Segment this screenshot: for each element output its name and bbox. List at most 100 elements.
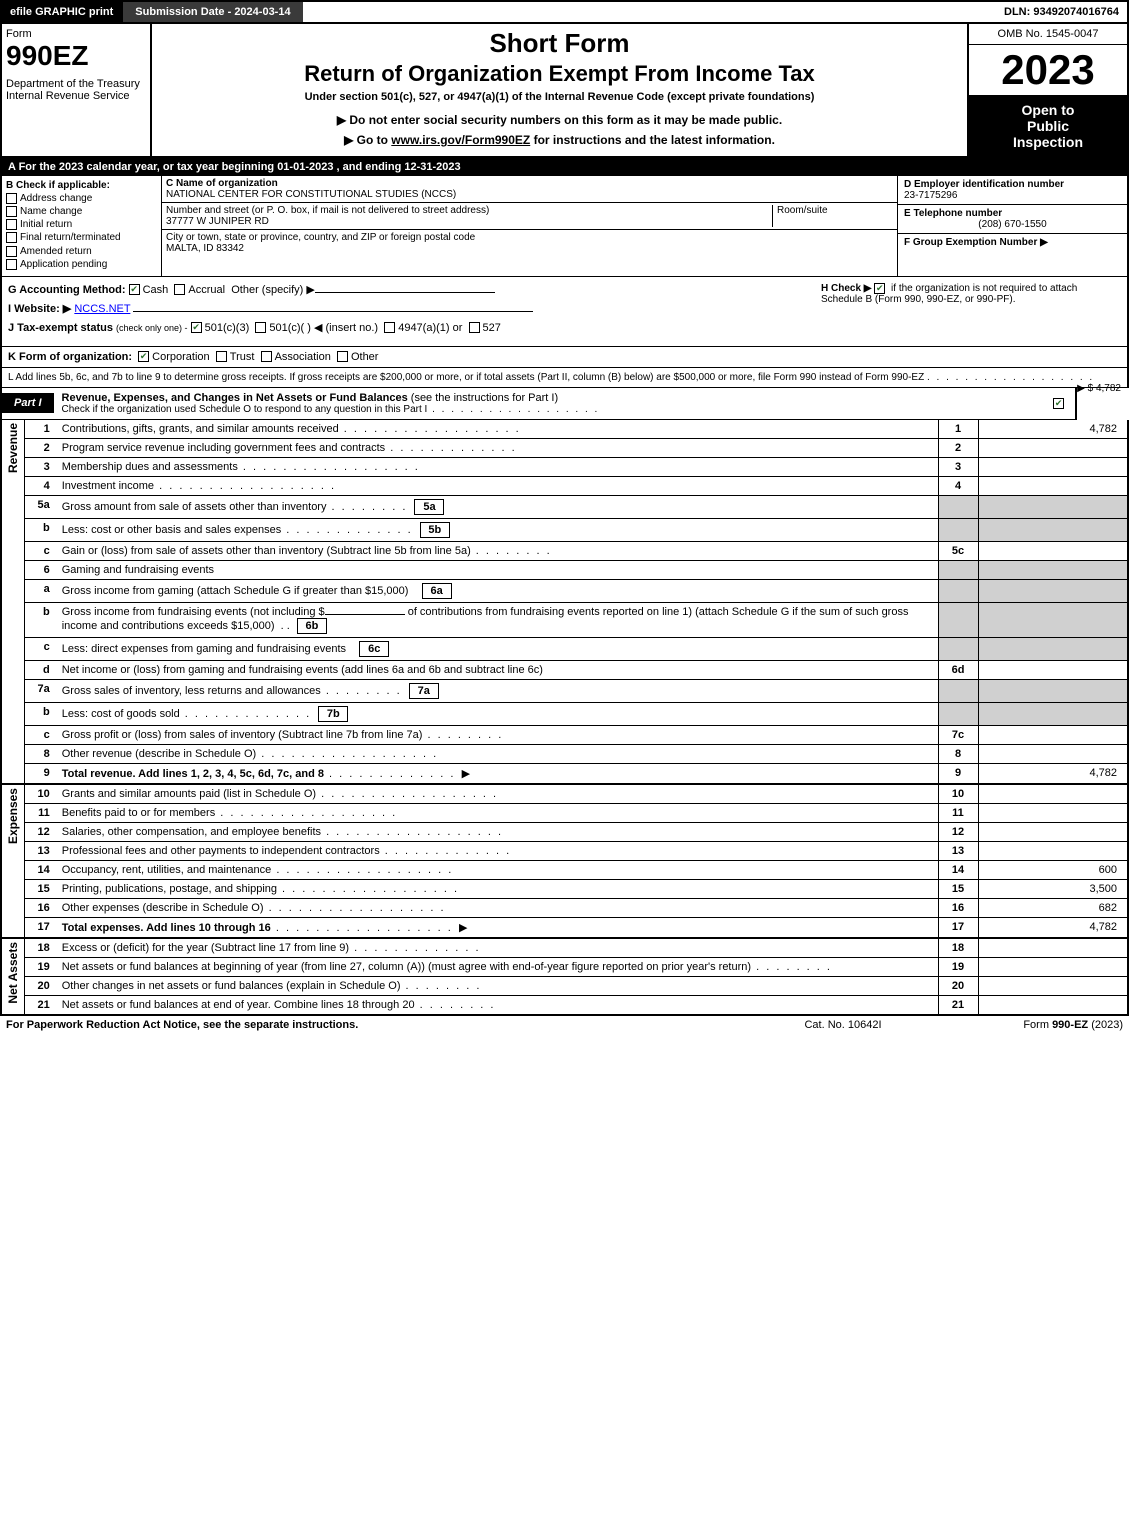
line-desc: Less: cost of goods sold 7b xyxy=(58,702,938,725)
line-val: 4,782 xyxy=(978,420,1128,439)
ein-value: 23-7175296 xyxy=(904,190,957,201)
d-tel: E Telephone number (208) 670-1550 xyxy=(898,205,1127,234)
line-box: 18 xyxy=(938,938,978,958)
line-val-shade xyxy=(978,560,1128,579)
cb-4947[interactable] xyxy=(384,322,395,333)
row-line-6d: d Net income or (loss) from gaming and f… xyxy=(1,660,1128,679)
cb-assoc[interactable] xyxy=(261,351,272,362)
cb-501c3[interactable] xyxy=(191,322,202,333)
line-desc: Net assets or fund balances at end of ye… xyxy=(58,995,938,1014)
line-val xyxy=(978,438,1128,457)
cb-final-return[interactable]: Final return/terminated xyxy=(6,232,157,243)
line-val xyxy=(978,725,1128,744)
line-box: 9 xyxy=(938,763,978,784)
cb-amended-return[interactable]: Amended return xyxy=(6,246,157,257)
501c-label: 501(c)( ) ◀ (insert no.) xyxy=(269,322,378,334)
row-line-16: 16 Other expenses (describe in Schedule … xyxy=(1,898,1128,917)
line-box: 4 xyxy=(938,476,978,495)
cb-accrual[interactable] xyxy=(174,284,185,295)
row-line-11: 11 Benefits paid to or for members 11 xyxy=(1,803,1128,822)
expenses-side-label: Expenses xyxy=(1,784,25,938)
row-k: K Form of organization: Corporation Trus… xyxy=(0,347,1129,368)
line-desc: Gaming and fundraising events xyxy=(58,560,938,579)
row-line-1: Revenue 1 Contributions, gifts, grants, … xyxy=(1,420,1128,439)
inline-box: 5a xyxy=(414,499,444,515)
goto-link[interactable]: www.irs.gov/Form990EZ xyxy=(391,133,530,147)
dln: DLN: 93492074016764 xyxy=(996,2,1127,22)
j-label: J Tax-exempt status xyxy=(8,322,113,334)
row-line-3: 3 Membership dues and assessments 3 xyxy=(1,457,1128,476)
row-line-4: 4 Investment income 4 xyxy=(1,476,1128,495)
cb-name-change[interactable]: Name change xyxy=(6,206,157,217)
row-line-7c: c Gross profit or (loss) from sales of i… xyxy=(1,725,1128,744)
cb-part1-schedule-o[interactable] xyxy=(1053,398,1064,409)
row-line-12: 12 Salaries, other compensation, and emp… xyxy=(1,822,1128,841)
department: Department of the Treasury Internal Reve… xyxy=(6,78,146,102)
line-val xyxy=(978,822,1128,841)
line-val: 3,500 xyxy=(978,879,1128,898)
line-val xyxy=(978,938,1128,958)
line-desc: Net assets or fund balances at beginning… xyxy=(58,957,938,976)
accrual-label: Accrual xyxy=(188,284,225,296)
line-no: c xyxy=(25,725,58,744)
cb-corp[interactable] xyxy=(138,351,149,362)
line-no: 1 xyxy=(25,420,58,439)
line-no: 2 xyxy=(25,438,58,457)
b-label: B Check if applicable: xyxy=(6,180,157,191)
c-city-row: City or town, state or province, country… xyxy=(162,230,897,276)
line-box: 7c xyxy=(938,725,978,744)
line-no: c xyxy=(25,541,58,560)
cb-trust[interactable] xyxy=(216,351,227,362)
website-link[interactable]: NCCS.NET xyxy=(74,303,130,315)
line-desc: Gross sales of inventory, less returns a… xyxy=(58,679,938,702)
cb-501c[interactable] xyxy=(255,322,266,333)
c-name-label: C Name of organization xyxy=(166,178,278,189)
efile-print-button[interactable]: efile GRAPHIC print xyxy=(2,2,123,22)
room-suite: Room/suite xyxy=(773,205,893,227)
row-line-8: 8 Other revenue (describe in Schedule O)… xyxy=(1,744,1128,763)
d-ein: D Employer identification number 23-7175… xyxy=(898,176,1127,205)
cb-initial-return[interactable]: Initial return xyxy=(6,219,157,230)
trust-label: Trust xyxy=(230,351,255,363)
cb-cash[interactable] xyxy=(129,284,140,295)
4947-label: 4947(a)(1) or xyxy=(398,322,462,334)
line-no: d xyxy=(25,660,58,679)
line-val: 682 xyxy=(978,898,1128,917)
cb-527[interactable] xyxy=(469,322,480,333)
l-text: L Add lines 5b, 6c, and 7b to line 9 to … xyxy=(8,372,924,383)
other-specify-line[interactable] xyxy=(315,292,495,293)
open-to-public: Open to Public Inspection xyxy=(969,96,1127,156)
cb-other-org[interactable] xyxy=(337,351,348,362)
j-note: (check only one) - xyxy=(116,323,188,333)
tel-value: (208) 670-1550 xyxy=(904,219,1121,230)
cb-application-pending[interactable]: Application pending xyxy=(6,259,157,270)
cb-address-change[interactable]: Address change xyxy=(6,193,157,204)
line-desc: Net income or (loss) from gaming and fun… xyxy=(58,660,938,679)
cb-h[interactable] xyxy=(874,283,885,294)
line-desc: Program service revenue including govern… xyxy=(58,438,938,457)
line-no: 18 xyxy=(25,938,58,958)
line-box: 3 xyxy=(938,457,978,476)
line-val xyxy=(978,803,1128,822)
col-h: H Check ▶ if the organization is not req… xyxy=(821,283,1121,340)
group-label: F Group Exemption Number ▶ xyxy=(904,237,1048,248)
inline-box: 6c xyxy=(359,641,389,657)
ein-label: D Employer identification number xyxy=(904,179,1064,190)
form-table: Revenue 1 Contributions, gifts, grants, … xyxy=(0,420,1129,1015)
line-no: 20 xyxy=(25,976,58,995)
row-line-2: 2 Program service revenue including gove… xyxy=(1,438,1128,457)
row-line-9: 9 Total revenue. Add lines 1, 2, 3, 4, 5… xyxy=(1,763,1128,784)
line-val: 600 xyxy=(978,860,1128,879)
line-box: 6d xyxy=(938,660,978,679)
open-line2: Public xyxy=(975,118,1121,134)
line-desc: Investment income xyxy=(58,476,938,495)
line-desc: Grants and similar amounts paid (list in… xyxy=(58,784,938,804)
line-no: 10 xyxy=(25,784,58,804)
col-d: D Employer identification number 23-7175… xyxy=(897,176,1127,276)
line-desc: Excess or (deficit) for the year (Subtra… xyxy=(58,938,938,958)
line-no: 7a xyxy=(25,679,58,702)
line-box: 19 xyxy=(938,957,978,976)
row-line-20: 20 Other changes in net assets or fund b… xyxy=(1,976,1128,995)
line-box: 15 xyxy=(938,879,978,898)
line-no: 3 xyxy=(25,457,58,476)
